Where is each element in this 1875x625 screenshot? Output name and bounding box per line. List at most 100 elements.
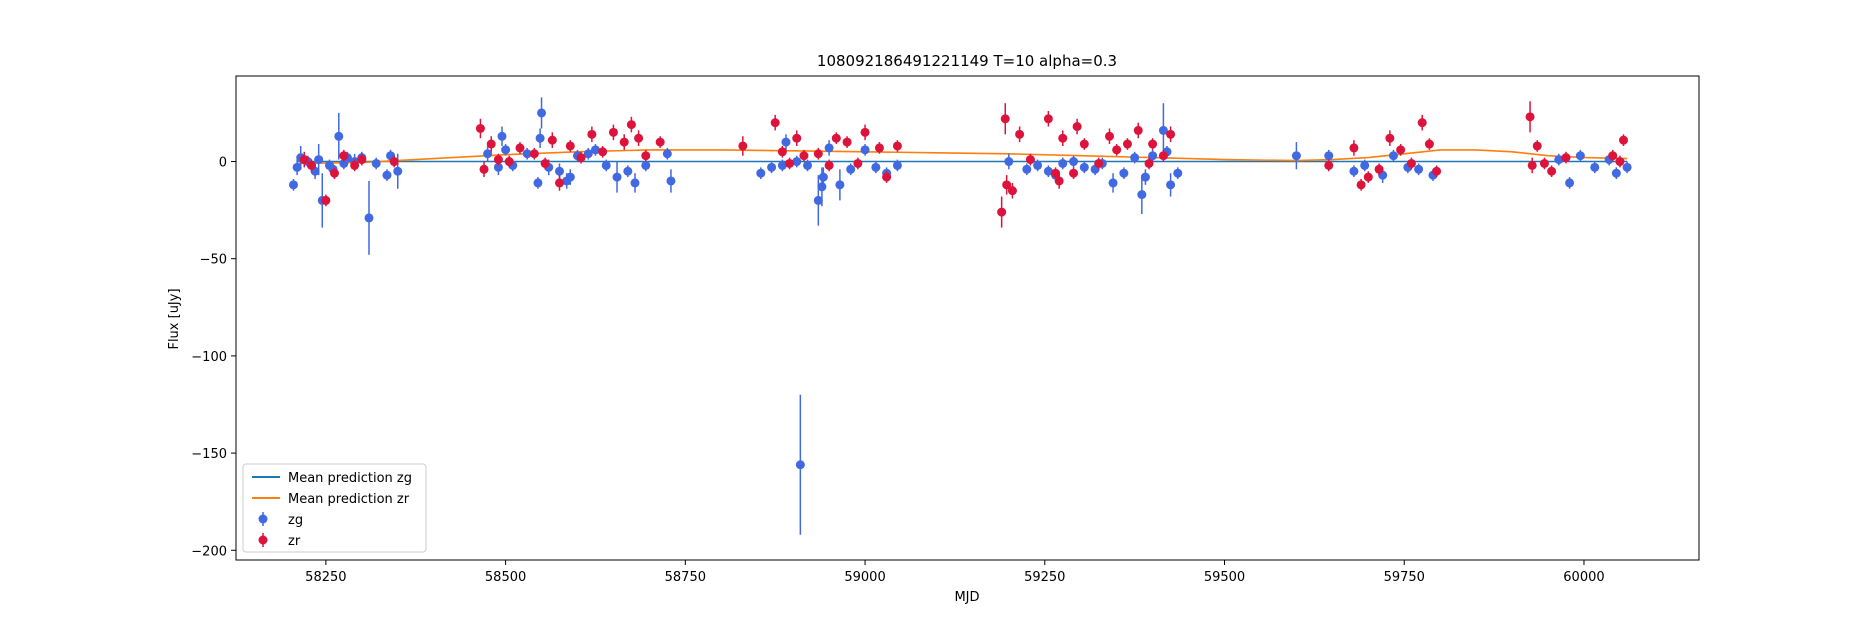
- point-zg-1: [292, 159, 302, 176]
- marker-zg: [813, 195, 823, 205]
- marker-zr: [504, 157, 514, 167]
- marker-zr: [641, 151, 651, 161]
- marker-zg: [393, 166, 403, 176]
- marker-zg: [662, 149, 672, 159]
- point-zr-50: [1051, 167, 1061, 180]
- marker-zr: [1148, 139, 1158, 149]
- y-ticks: 0 −50 −100 −150 −200: [191, 156, 236, 559]
- marker-zr: [792, 133, 802, 143]
- point-zg-42: [756, 167, 766, 180]
- marker-zr: [555, 178, 565, 188]
- marker-zr: [1356, 180, 1366, 190]
- point-zr-44: [1000, 103, 1010, 135]
- x-tick-label: 59000: [844, 570, 885, 585]
- point-zr-9: [479, 161, 489, 178]
- marker-zr: [842, 137, 852, 147]
- marker-zr: [350, 160, 360, 170]
- point-zg-40: [662, 147, 672, 160]
- point-zr-22: [608, 124, 618, 141]
- marker-zg: [371, 158, 381, 168]
- point-zr-39: [860, 124, 870, 141]
- point-zg-14: [364, 180, 374, 255]
- point-zr-47: [1015, 126, 1025, 143]
- marker-zr: [1058, 133, 1068, 143]
- point-zr-41: [882, 171, 892, 183]
- marker-zr: [479, 164, 489, 174]
- point-zg-16: [382, 169, 392, 181]
- point-zr-72: [1406, 157, 1416, 170]
- marker-zr: [1094, 158, 1104, 168]
- point-zr-18: [565, 140, 575, 152]
- marker-zr: [1532, 141, 1542, 151]
- point-zr-15: [540, 157, 550, 170]
- legend: Mean prediction zg Mean prediction zr zg…: [242, 463, 427, 553]
- line-mean-prediction-zr: [297, 149, 1628, 165]
- point-zr-48: [1025, 153, 1035, 166]
- point-zg-38: [630, 173, 640, 193]
- point-zg-24: [522, 147, 532, 160]
- point-zg-53: [835, 169, 845, 201]
- point-zr-5: [350, 159, 360, 172]
- point-zr-70: [1385, 130, 1395, 146]
- marker-zg: [612, 172, 622, 182]
- point-zg-48: [803, 159, 813, 172]
- point-zg-9: [334, 112, 344, 160]
- marker-zg: [535, 133, 545, 143]
- marker-zg: [795, 460, 805, 470]
- marker-zr: [1112, 145, 1122, 155]
- legend-marker-zg: [258, 514, 268, 524]
- x-tick-label: 58250: [305, 570, 346, 585]
- marker-zr: [1324, 160, 1334, 170]
- marker-zg: [314, 155, 324, 165]
- point-zg-43: [767, 161, 777, 174]
- marker-zr: [1396, 145, 1406, 155]
- marker-zg: [818, 172, 828, 182]
- legend-label-zr-line: Mean prediction zr: [288, 492, 410, 507]
- point-zr-55: [1079, 138, 1089, 150]
- marker-zg: [1349, 166, 1359, 176]
- point-zg-58: [892, 159, 902, 172]
- point-zr-58: [1112, 144, 1122, 156]
- marker-zg: [364, 213, 374, 223]
- marker-zg: [666, 176, 676, 186]
- point-zr-32: [792, 130, 802, 146]
- marker-zr: [1051, 168, 1061, 178]
- marker-zg: [522, 149, 532, 159]
- point-zr-8: [475, 118, 485, 139]
- marker-zg: [792, 157, 802, 167]
- point-zr-38: [853, 157, 863, 170]
- marker-zr: [1527, 160, 1537, 170]
- point-zg-65: [1069, 155, 1079, 168]
- marker-zg: [565, 172, 575, 182]
- marker-zr: [655, 137, 665, 147]
- point-zr-53: [1069, 167, 1079, 180]
- marker-zr: [770, 118, 780, 128]
- marker-zr: [1133, 125, 1143, 135]
- marker-zr: [299, 155, 309, 165]
- point-zr-51: [1054, 173, 1064, 189]
- point-zg-79: [1291, 142, 1301, 170]
- marker-zr: [1054, 176, 1064, 186]
- marker-zr: [831, 133, 841, 143]
- marker-zr: [540, 158, 550, 168]
- point-zg-56: [871, 161, 881, 174]
- plot-frame: [235, 75, 1700, 561]
- marker-zr: [357, 155, 367, 165]
- marker-zg: [483, 149, 493, 159]
- point-zr-2: [321, 194, 331, 207]
- point-zr-63: [1158, 149, 1168, 162]
- marker-zr: [1406, 158, 1416, 168]
- x-tick-label: 58500: [485, 570, 526, 585]
- marker-zg: [1022, 164, 1032, 174]
- x-tick-label: 59500: [1204, 570, 1245, 585]
- marker-zr: [608, 127, 618, 137]
- point-zr-10: [486, 136, 496, 152]
- points-layer: [289, 97, 1632, 535]
- marker-zr: [486, 139, 496, 149]
- point-zr-31: [785, 157, 795, 170]
- point-zr-26: [641, 149, 651, 162]
- marker-zr: [1374, 164, 1384, 174]
- legend-marker-zr: [258, 535, 268, 545]
- point-zr-52: [1058, 130, 1068, 146]
- marker-zr: [339, 151, 349, 161]
